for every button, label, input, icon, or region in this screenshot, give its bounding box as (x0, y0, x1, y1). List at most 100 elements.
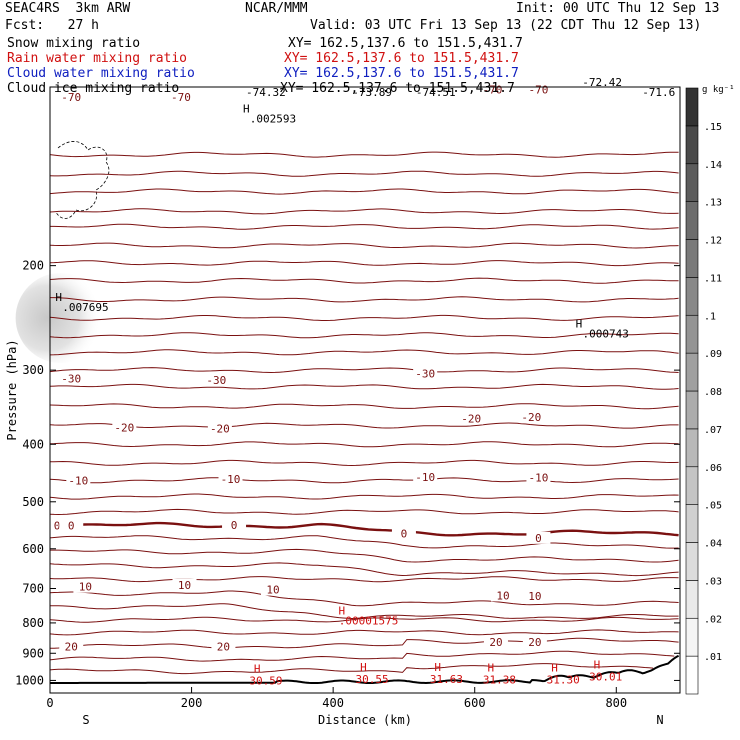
run-title: SEAC4RS 3km ARW (5, 1, 131, 16)
field-xy-cloud-water: XY= 162.5,137.6 to 151.5,431.7 (284, 66, 519, 81)
isotherm-label: -20 (461, 413, 481, 426)
label-mask (218, 473, 243, 486)
isotherm-label: -10 (68, 474, 88, 487)
colorbar-swatch (685, 352, 699, 392)
y-tick-label: 1000 (15, 673, 44, 687)
isotherm-label: -70 (61, 91, 81, 104)
isotherm-line (49, 242, 679, 249)
isotherm-label: 20 (65, 640, 78, 653)
x-tick-label: 600 (464, 696, 486, 710)
field-label-snow: Snow mixing ratio (7, 36, 141, 51)
isotherm-line (49, 650, 675, 662)
colorbar-unit: g kg⁻¹ (702, 85, 735, 95)
isotherm-line (49, 562, 679, 577)
high-marker: H (551, 661, 558, 674)
label-mask (413, 470, 438, 483)
isotherm-line (49, 332, 679, 339)
high-value-label: .002593 (250, 112, 296, 125)
colorbar-level-label: .08 (704, 387, 722, 398)
contour-labels: -70 -70-70 -70-30 -30-30-20 -20-20 -20-10 -10-… (45, 76, 675, 687)
high-marker: H (254, 662, 261, 675)
isotherm-label: 0 (401, 527, 408, 540)
isotherm-line (49, 616, 679, 623)
isotherm-label: -20 (114, 422, 134, 435)
label-mask (526, 471, 551, 484)
isotherm-line (49, 663, 654, 675)
snow-shading-layer (15, 141, 110, 363)
isotherm-line (50, 223, 679, 230)
colorbar-level-label: .01 (704, 652, 722, 663)
valid-time: Valid: 03 UTC Fri 13 Sep 13 (22 CDT Thu … (310, 18, 702, 33)
x-tick-label: 0 (46, 696, 53, 710)
x-axis-title: Distance (km) (318, 713, 412, 727)
high-value-label: .000743 (582, 327, 628, 340)
field-xy-snow: XY= 162.5,137.6 to 151.5,431.7 (288, 36, 523, 51)
isotherm-line (49, 367, 679, 374)
isotherm-line (50, 548, 679, 563)
colorbar-level-label: .03 (704, 576, 722, 587)
colorbar-level-label: .12 (704, 236, 722, 247)
isotherm-label: -30 (206, 374, 226, 387)
label-mask (168, 91, 193, 104)
label-mask (491, 589, 516, 602)
isotherm-line (49, 576, 679, 583)
isotherm-label: -20 (210, 422, 230, 435)
top-value-label: -71.6 (642, 86, 675, 99)
isotherm-line (49, 188, 679, 195)
colorbar-level-label: .1 (704, 311, 716, 322)
top-value-label: -73.89 (352, 86, 392, 99)
colorbar-swatch (685, 504, 699, 543)
isotherm-line (49, 314, 679, 321)
isotherm-line (49, 441, 679, 448)
isotherm-label: -10 (528, 471, 548, 484)
forecast-hour: Fcst: 27 h (5, 18, 99, 33)
isotherm-label: -20 (521, 411, 541, 424)
colorbar: .01 .02 .03 .04 .05 .06 .07 .08 .09 .1 .11 .12 .13 .1… (685, 85, 735, 695)
isotherm-line (49, 521, 679, 537)
isotherm-label: 10 (528, 590, 541, 603)
colorbar-level-label: .11 (704, 273, 722, 284)
colorbar-swatch (685, 125, 699, 165)
x-tick-label: 200 (181, 696, 203, 710)
colorbar-swatch (685, 87, 699, 127)
y-tick-label: 500 (22, 495, 44, 509)
surface-value-label: 31.38 (483, 673, 516, 686)
cloud-ice-contour (55, 141, 110, 219)
field-xy-rain: XY= 162.5,137.6 to 151.5,431.7 (284, 51, 519, 66)
colorbar-level-label: .09 (704, 349, 722, 360)
label-mask (66, 474, 91, 487)
isotherm-label: 0 (231, 519, 238, 532)
label-mask (483, 635, 508, 648)
isotherm-label: -30 (61, 373, 81, 386)
high-marker: H (594, 659, 601, 672)
x-end-left-label: S (82, 713, 89, 727)
isotherm-line (49, 590, 679, 607)
surface-value-label: 30.55 (356, 673, 389, 686)
label-mask (172, 578, 197, 591)
isotherm-line (50, 603, 679, 620)
high-marker: H (360, 661, 367, 674)
isotherm-label: -30 (415, 368, 435, 381)
y-tick-label: 400 (22, 437, 44, 451)
high-marker: H (434, 661, 441, 674)
colorbar-swatch (685, 201, 699, 240)
isotherm-line (49, 151, 679, 158)
y-tick-label: 900 (22, 646, 44, 660)
isotherm-label: -70 (528, 84, 548, 97)
y-tick-label: 200 (22, 259, 44, 273)
label-mask (391, 527, 416, 540)
isotherm-line (49, 277, 679, 284)
y-tick-label: 700 (22, 582, 44, 596)
x-end-right-label: N (656, 713, 663, 727)
colorbar-swatch (685, 617, 699, 657)
surface-value-label: 30.01 (589, 671, 622, 684)
colorbar-level-label: .04 (704, 539, 722, 550)
isotherm-line (49, 493, 679, 500)
label-mask (526, 531, 551, 544)
plot-frame (49, 86, 681, 694)
high-marker: H (487, 661, 494, 674)
isotherm-label: 20 (217, 640, 230, 653)
isotherm-line (49, 208, 679, 215)
y-tick-label: 300 (22, 363, 44, 377)
